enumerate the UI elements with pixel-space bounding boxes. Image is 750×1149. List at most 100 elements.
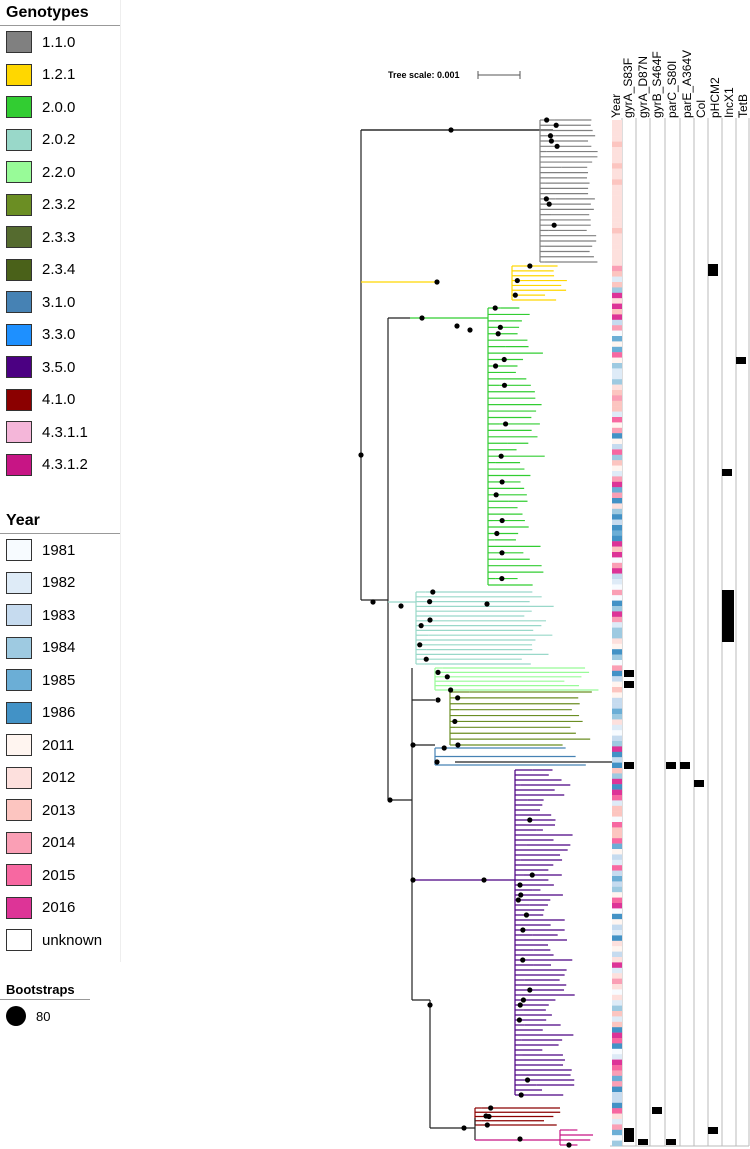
year-cell [612,498,622,504]
year-cell [612,930,622,936]
bootstrap-nodes [358,117,572,1148]
year-cell [612,703,622,709]
genotype-label: 4.1.0 [42,391,76,409]
bootstrap-node [529,872,535,878]
genotype-legend-item: 1.2.1 [0,59,120,92]
year-cell [612,660,622,666]
year-label: 2013 [42,801,76,819]
year-cell [612,1119,622,1125]
genotype-legend-item: 2.3.2 [0,189,120,222]
bootstrap-node [427,1002,433,1008]
year-cell [612,827,622,833]
year-cell [612,778,622,785]
year-legend-item: 1984 [0,632,120,665]
bootstrap-node [441,745,447,751]
year-cell [612,633,622,639]
year-cell [612,179,622,185]
year-cell [612,1005,622,1012]
presence-mark [722,469,732,476]
bootstrap-node [435,697,441,703]
year-cell [612,805,622,812]
year-cell [612,352,622,358]
year-cell [612,924,622,931]
year-cell [612,503,622,509]
year-cell [612,1070,622,1076]
bootstrap-node [553,122,559,128]
bootstrap-node [499,517,505,524]
year-cell [612,346,622,353]
year-cell [612,255,622,261]
presence-mark [666,1139,676,1145]
genotype-legend-item: 2.0.0 [0,91,120,124]
year-cell [612,433,622,439]
year-cell [612,789,622,796]
year-legend-item: 1985 [0,664,120,697]
year-cell [612,978,622,985]
bootstrap-node [554,143,560,149]
genotype-label: 4.3.1.2 [42,456,88,474]
year-cell [612,1054,622,1060]
bootstrap-node [527,263,533,269]
year-legend-item: 2013 [0,794,120,827]
year-cell [612,735,622,742]
year-cell [612,508,622,515]
bootstrap-node [461,1125,467,1131]
year-cell [612,913,622,920]
year-cell [612,400,622,407]
year-cell [612,276,622,283]
year-cell [612,681,622,688]
column-header: parC_S80I [665,61,679,118]
bootstrap-node [518,892,524,898]
year-cell [612,184,622,191]
presence-mark [624,762,634,769]
year-cell [612,908,622,914]
year-cell [612,206,622,212]
bootstrap-node [524,1077,531,1083]
year-cell [612,141,622,148]
bootstrap-node [515,897,521,903]
bootstrap-node [499,479,505,485]
genotype-swatch [6,193,32,216]
year-cell [612,822,622,828]
year-cell [612,746,622,752]
bootstrap-node [370,599,376,605]
year-label: 2016 [42,899,76,917]
bootstrap-node [499,550,505,556]
year-cell [612,525,622,531]
year-swatch [6,929,32,952]
bootstrap-node [497,324,503,330]
genotype-legend-item: 3.1.0 [0,286,120,319]
genotype-label: 1.1.0 [42,33,76,51]
bootstrap-node [548,138,555,144]
presence-mark [624,1128,634,1142]
year-cell [612,282,622,288]
bootstrap-node [452,718,458,725]
year-cell [612,876,622,882]
year-legend-item: 2016 [0,892,120,925]
year-cell [612,676,622,682]
year-cell [612,741,622,747]
year-cell [612,390,622,396]
genotype-swatch [6,96,32,119]
year-cell [612,940,622,947]
year-cell [612,287,622,293]
year-cell [612,1065,622,1071]
year-cell [612,454,622,461]
year-cell [612,967,622,974]
column-header: gyrA_S83F [621,58,635,118]
year-cell [612,557,622,563]
year-legend-item: 2011 [0,729,120,762]
year-cell [612,665,622,671]
genotype-swatch [6,421,32,444]
bootstrap-node [387,797,393,803]
bootstrap-node [481,877,487,883]
year-cell [612,946,622,952]
year-cell [612,865,622,871]
year-legend-item: 2014 [0,827,120,860]
year-cell [612,751,622,758]
year-cell [612,492,622,499]
genotype-swatch [6,291,32,314]
bootstrap-node [520,997,527,1003]
year-cell [612,994,622,1001]
year-cell [612,897,622,904]
